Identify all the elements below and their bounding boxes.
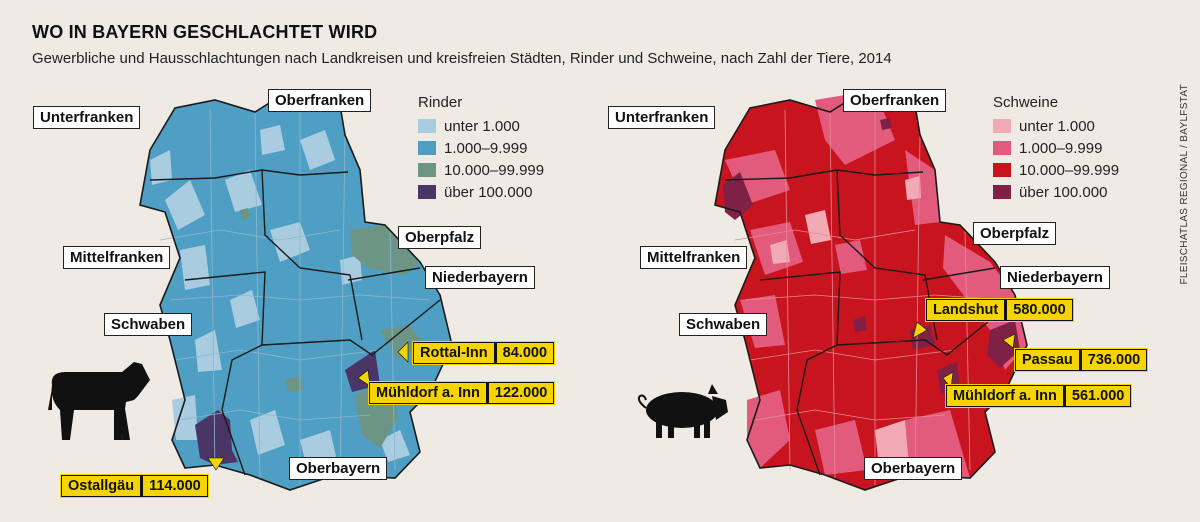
label-oberfranken-rinder: Oberfranken [268,89,372,112]
page-title: WO IN BAYERN GESCHLACHTET WIRD [32,22,378,42]
rinder-map [139,89,453,491]
legend-title-rinder: Rinder [418,94,463,111]
callout-rottal-inn: Rottal-Inn 84.000 [412,341,556,365]
label-unterfranken-schweine: Unterfranken [608,106,716,129]
cow-icon [48,362,150,440]
label-oberpfalz-schweine: Oberpfalz [973,222,1057,245]
label-niederbayern-rinder: Niederbayern [425,266,535,289]
callout-muehldorf-schweine: Mühldorf a. Inn 561.000 [945,384,1133,408]
label-schwaben-rinder: Schwaben [104,313,193,336]
callout-landshut: Landshut 580.000 [925,298,1074,322]
legend-rinder: Rinder unter 1.000 1.000–9.999 10.000–99… [418,94,544,203]
schweine-map [714,89,1028,491]
legend-item: über 100.000 [418,181,544,203]
label-mittelfranken-rinder: Mittelfranken [63,246,171,269]
legend-item: unter 1.000 [993,115,1119,137]
callout-ostallgaeu: Ostallgäu 114.000 [60,474,209,498]
callout-muehldorf-rinder: Mühldorf a. Inn 122.000 [368,381,556,405]
label-oberfranken-schweine: Oberfranken [843,89,947,112]
page-subtitle: Gewerbliche und Hausschlachtungen nach L… [32,50,892,67]
legend-item: 10.000–99.999 [418,159,544,181]
legend-item: 10.000–99.999 [993,159,1119,181]
pig-icon [637,384,728,438]
label-oberbayern-rinder: Oberbayern [289,457,388,480]
legend-schweine: Schweine unter 1.000 1.000–9.999 10.000–… [993,94,1119,203]
callout-passau: Passau 736.000 [1014,348,1149,372]
legend-item: 1.000–9.999 [993,137,1119,159]
label-oberbayern-schweine: Oberbayern [864,457,963,480]
label-mittelfranken-schweine: Mittelfranken [640,246,748,269]
label-unterfranken-rinder: Unterfranken [33,106,141,129]
legend-item: über 100.000 [993,181,1119,203]
legend-item: unter 1.000 [418,115,544,137]
label-schwaben-schweine: Schwaben [679,313,768,336]
legend-title-schweine: Schweine [993,94,1059,111]
label-niederbayern-schweine: Niederbayern [1000,266,1110,289]
label-oberpfalz-rinder: Oberpfalz [398,226,482,249]
legend-item: 1.000–9.999 [418,137,544,159]
